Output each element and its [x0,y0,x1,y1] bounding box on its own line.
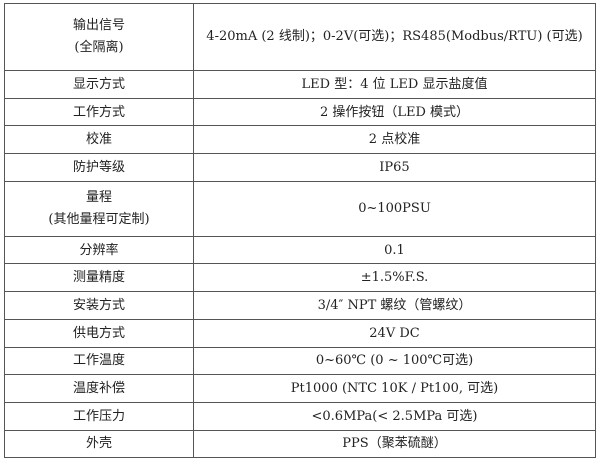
spec-value: 2 操作按钮（LED 模式） [193,97,596,127]
spec-value: 4-20mA (2 线制)；0-2V(可选)；RS485(Modbus/RTU)… [193,3,596,71]
spec-label: 工作温度 [72,353,125,369]
table-row: 工作方式 2 操作按钮（LED 模式） [4,97,596,127]
spec-value: 0~60℃ (0 ~ 100℃可选) [193,346,596,376]
table-row: 安装方式 3/4″ NPT 螺纹（管螺纹） [4,291,596,320]
spec-label: (其他量程可定制) [48,211,150,227]
spec-label: 工作方式 [72,104,125,120]
table-row: 量程 (其他量程可定制) 0~100PSU [4,180,596,237]
spec-label: 安装方式 [72,297,125,313]
spec-label-cell: 分辨率 [4,235,194,265]
spec-label-cell: 外壳 [4,429,194,459]
spec-label-cell: 校准 [4,125,194,155]
spec-value: <0.6MPa(< 2.5MPa 可选) [193,401,596,431]
spec-label: 测量精度 [72,270,125,286]
spec-label-cell: 量程 (其他量程可定制) [4,180,194,237]
spec-table: 输出信号 (全隔离) 4-20mA (2 线制)；0-2V(可选)；RS485(Mo… [4,3,596,459]
spec-label-cell: 安装方式 [4,291,194,320]
spec-value: ±1.5%F.S. [193,263,596,293]
spec-label: 分辨率 [79,242,119,258]
spec-label-cell: 显示方式 [4,70,194,99]
spec-label: 量程 [85,189,112,205]
spec-label: 供电方式 [72,325,125,341]
table-row: 供电方式 24V DC [4,318,596,348]
spec-label-cell: 工作压力 [4,401,194,431]
spec-value: 2 点校准 [193,125,596,155]
table-row: 分辨率 0.1 [4,235,596,265]
table-row: 防护等级 IP65 [4,153,596,182]
spec-label-cell: 防护等级 [4,153,194,182]
table-row: 输出信号 (全隔离) 4-20mA (2 线制)；0-2V(可选)；RS485(Mo… [4,3,596,71]
table-row: 工作温度 0~60℃ (0 ~ 100℃可选) [4,346,596,376]
spec-label-cell: 测量精度 [4,263,194,293]
spec-value: IP65 [193,153,596,182]
spec-value: Pt1000 (NTC 10K / Pt100, 可选) [193,374,596,403]
table-row: 校准 2 点校准 [4,125,596,155]
spec-label: 防护等级 [72,159,125,175]
spec-label: (全隔离) [74,40,124,55]
spec-table-body: 输出信号 (全隔离) 4-20mA (2 线制)；0-2V(可选)；RS485(Mo… [4,3,596,459]
spec-label: 校准 [85,132,112,148]
spec-value: 0.1 [193,235,596,265]
spec-label-cell: 工作方式 [4,97,194,127]
table-row: 外壳 PPS（聚苯硫醚） [4,429,596,459]
table-row: 工作压力 <0.6MPa(< 2.5MPa 可选) [4,401,596,431]
spec-value: LED 型：4 位 LED 显示盐度值 [193,70,596,99]
table-row: 显示方式 LED 型：4 位 LED 显示盐度值 [4,70,596,99]
spec-label-cell: 工作温度 [4,346,194,376]
spec-label: 温度补偿 [72,381,125,397]
spec-label: 外壳 [85,436,112,452]
spec-label-cell: 输出信号 (全隔离) [4,3,194,71]
spec-value: 0~100PSU [193,180,596,237]
table-row: 测量精度 ±1.5%F.S. [4,263,596,293]
spec-value: PPS（聚苯硫醚） [193,429,596,459]
spec-label: 显示方式 [72,76,125,92]
table-row: 温度补偿 Pt1000 (NTC 10K / Pt100, 可选) [4,374,596,403]
spec-label-cell: 供电方式 [4,318,194,348]
spec-label: 输出信号 [72,18,125,33]
spec-label: 工作压力 [72,408,125,424]
spec-label-cell: 温度补偿 [4,374,194,403]
spec-value: 3/4″ NPT 螺纹（管螺纹） [193,291,596,320]
spec-value: 24V DC [193,318,596,348]
